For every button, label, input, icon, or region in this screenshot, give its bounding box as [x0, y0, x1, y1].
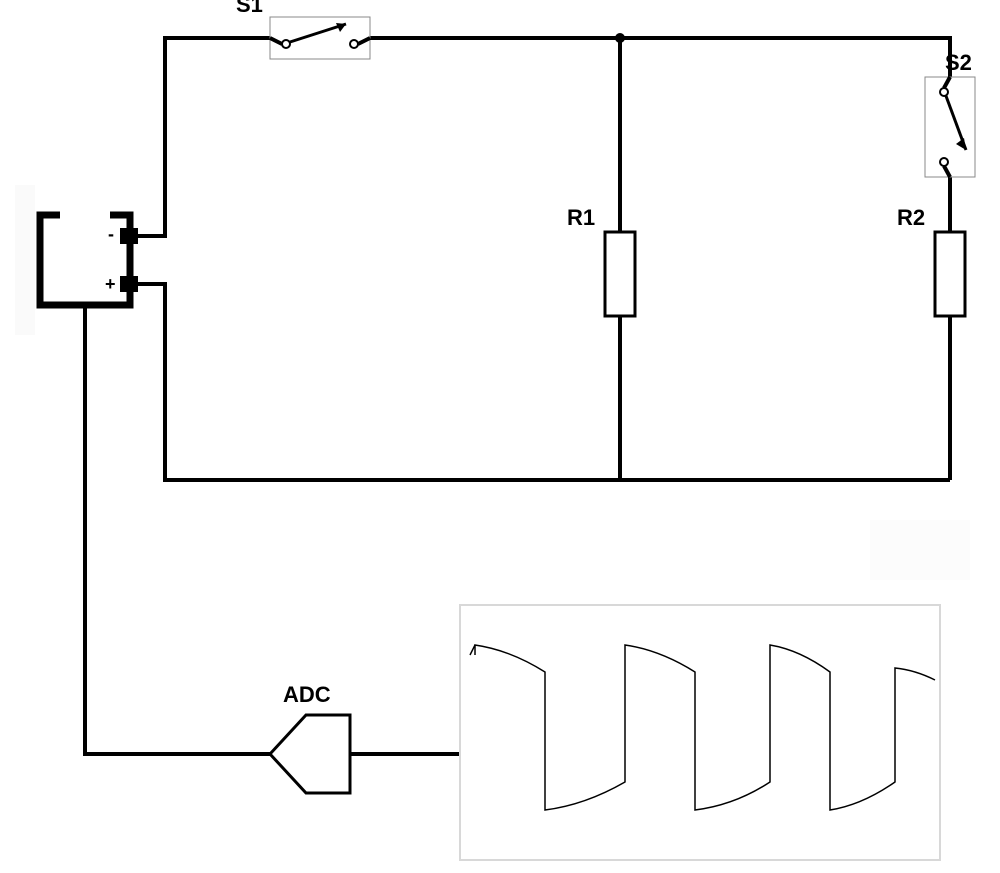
resistor-r2-label: R2: [897, 205, 925, 230]
adc-block: [270, 715, 350, 793]
waveform-display: [460, 605, 940, 860]
svg-text:+: +: [105, 274, 116, 294]
svg-text:-: -: [108, 224, 114, 244]
resistor-r1: [605, 232, 635, 316]
bg-artifact-2: [870, 520, 970, 580]
switch-s1: [270, 17, 370, 59]
junction-node: [615, 33, 625, 43]
battery-symbol: - +: [40, 210, 138, 305]
bg-artifact-1: [15, 185, 35, 335]
resistor-r1-label: R1: [567, 205, 595, 230]
switch-s1-label: S1: [236, 0, 263, 17]
resistor-r2: [935, 232, 965, 316]
switch-s2-label: S2: [945, 50, 972, 75]
switch-s2: [925, 77, 975, 177]
adc-label: ADC: [283, 682, 331, 707]
